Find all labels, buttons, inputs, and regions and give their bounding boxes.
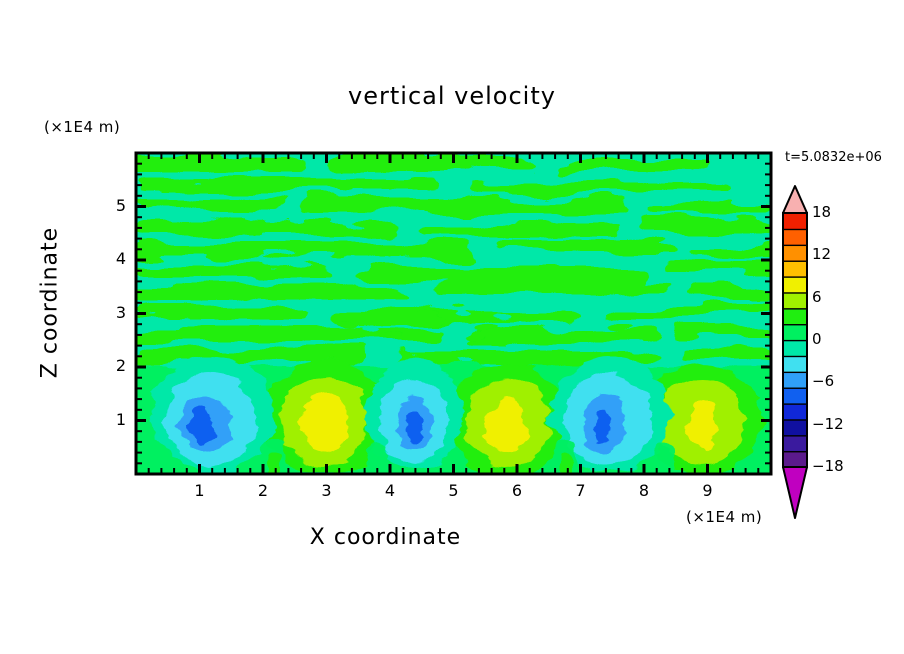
colorbar-band [782,355,808,374]
y-tick-label: 4 [115,249,126,268]
x-tick-label: 2 [257,481,269,500]
colorbar-tick-label: −18 [812,457,844,475]
colorbar-band [782,386,808,405]
x-axis-ticks [134,153,773,474]
x-axis-label: X coordinate [309,525,462,550]
colorbar-band [782,418,808,437]
timestamp-annotation: t=5.0832e+06 [785,150,882,165]
x-tick-label: 5 [448,481,459,500]
cell-separators-inner [268,452,572,474]
colorbar-band [782,371,808,389]
x-tick-label: 9 [702,481,713,500]
colorbar-band [782,323,808,342]
y-axis-ticks [136,162,771,476]
colorbar-tick-label: −6 [812,372,835,391]
updraft-plumes [263,360,762,474]
colorbar-band [782,244,808,262]
contour-field [136,153,771,474]
downdraft-plumes [151,356,670,472]
colorbar-band [782,339,808,358]
colorbar-tick-label: 18 [812,203,832,221]
colorbar-band [782,434,808,453]
colorbar-tick-label: 6 [812,287,822,306]
colorbar[interactable] [782,185,808,519]
colorbar-band [782,450,808,469]
x-tick-label: 4 [384,481,396,500]
colorbar-band [782,402,808,421]
y-tick-label: 1 [115,409,126,429]
colorbar-tick-label: 12 [812,245,832,264]
colorbar-band [782,259,808,278]
x-tick-label: 7 [575,481,586,500]
colorbar-band [782,228,808,247]
chart-title: vertical velocity [348,82,556,110]
colorbar-band [782,307,808,326]
colorbar-band [782,212,808,231]
colorbar-tick-label: 0 [812,330,822,348]
x-tick-label: 8 [638,481,650,500]
y-axis-unit-label: (×1E4 m) [44,118,121,136]
y-tick-label: 5 [115,195,126,215]
x-axis-unit-label: (×1E4 m) [686,508,763,526]
colorbar-band [782,291,808,310]
y-tick-label: 3 [115,302,126,322]
y-tick-label: 2 [115,356,126,375]
colorbar-band [782,275,808,294]
colorbar-tick-label: −12 [812,414,844,433]
upper-layer-filaments [136,155,771,365]
x-tick-label: 1 [194,481,205,500]
x-tick-label: 6 [511,481,523,500]
x-tick-label: 3 [321,481,332,500]
